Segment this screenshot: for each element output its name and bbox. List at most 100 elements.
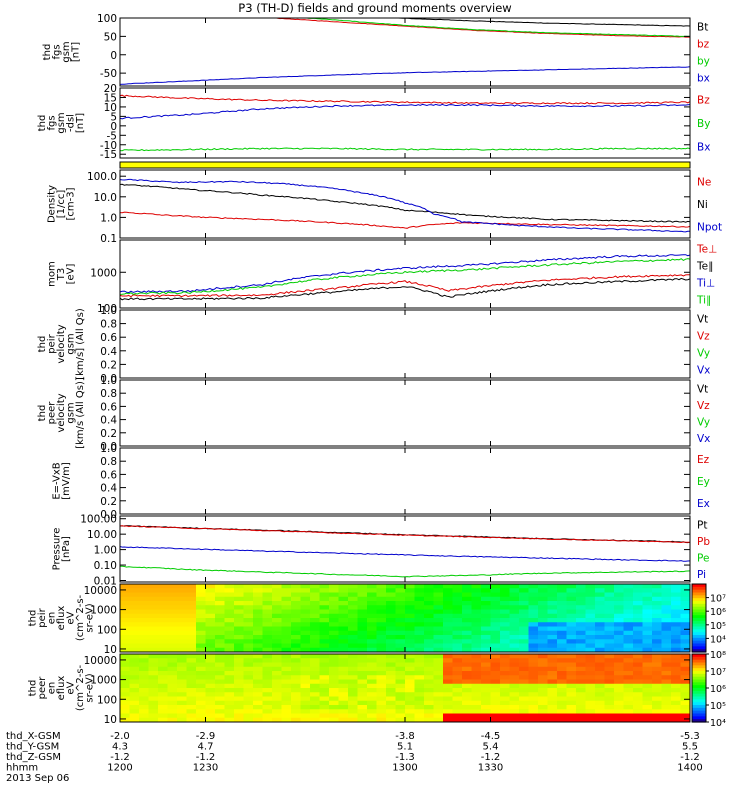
y-tick-label: 50 (104, 31, 117, 43)
spectrogram-cell (367, 717, 378, 722)
spectrogram-cell (680, 700, 690, 706)
spectrogram-cell (148, 601, 159, 606)
spectrogram-cell (281, 692, 292, 698)
spectrogram-cell (576, 596, 587, 602)
colorbar-cell (692, 702, 706, 706)
spectrogram-cell (376, 618, 387, 623)
spectrogram-cell (281, 717, 292, 722)
spectrogram-cell (186, 643, 197, 649)
spectrogram-cell (395, 613, 406, 619)
spectrogram-cell (395, 696, 406, 702)
spectrogram-cell (395, 688, 406, 693)
spectrogram-cell (680, 622, 690, 628)
x-axis-row-value: 1330 (478, 763, 503, 774)
spectrogram-cell (348, 605, 359, 611)
spectrogram-cell (253, 688, 264, 693)
spectrogram-cell (652, 717, 663, 722)
legend-entry: Bx (697, 141, 710, 153)
spectrogram-cell (129, 643, 140, 649)
y-axis-label: [1/cc] (56, 190, 67, 219)
spectrogram-cell (509, 601, 520, 606)
spectrogram-cell (633, 588, 644, 594)
spectrogram-cell (614, 692, 625, 698)
spectrogram-cell (405, 613, 416, 619)
spectrogram-cell (661, 679, 672, 685)
spectrogram-cell (481, 609, 492, 615)
spectrogram-cell (452, 688, 463, 693)
spectrogram-cell (652, 635, 663, 640)
spectrogram-cell (205, 601, 216, 606)
colorbar-tick-label: 10⁸ (710, 650, 726, 661)
spectrogram-cell (367, 658, 378, 664)
spectrogram-cell (566, 639, 577, 645)
spectrogram-cell (595, 618, 606, 623)
spectrogram-cell (566, 662, 577, 668)
spectrogram-cell (376, 635, 387, 640)
spectrogram-cell (652, 618, 663, 623)
spectrogram-cell (566, 658, 577, 664)
spectrogram-cell (671, 643, 682, 649)
spectrogram-cell (186, 662, 197, 668)
spectrogram-cell (500, 626, 511, 632)
spectrogram-cell (120, 639, 131, 645)
spectrogram-cell (120, 654, 131, 659)
spectrogram-cell (528, 639, 539, 645)
spectrogram-cell (310, 713, 321, 719)
spectrogram-cell (481, 601, 492, 606)
spectrogram-cell (177, 658, 188, 664)
spectrogram-cell (338, 613, 349, 619)
spectrogram-cell (424, 635, 435, 640)
y-axis-label: eV (66, 611, 77, 624)
spectrogram-cell (471, 654, 482, 659)
spectrogram-cell (538, 662, 549, 668)
spectrogram-cell (386, 596, 397, 602)
spectrogram-cell (158, 705, 169, 710)
spectrogram-cell (386, 647, 397, 652)
spectrogram-cell (500, 666, 511, 672)
spectrogram-cell (557, 605, 568, 611)
series-line-Ni (120, 183, 690, 223)
spectrogram-cell (623, 592, 634, 598)
spectrogram-cell (538, 679, 549, 685)
spectrogram-cell (120, 618, 131, 623)
spectrogram-cell (528, 618, 539, 623)
series-line-bz (264, 18, 690, 38)
spectrogram-cell (452, 713, 463, 719)
spectrogram-cell (443, 613, 454, 619)
spectrogram-cell (338, 666, 349, 672)
spectrogram-cell (424, 692, 435, 698)
spectrogram-cell (281, 696, 292, 702)
spectrogram-cell (243, 584, 254, 589)
spectrogram-cell (595, 713, 606, 719)
spectrogram-cell (338, 688, 349, 693)
spectrogram-cell (167, 643, 178, 649)
spectrogram-cell (509, 584, 520, 589)
spectrogram-cell (642, 683, 653, 689)
spectrogram-cell (253, 671, 264, 676)
spectrogram-cell (300, 696, 311, 702)
spectrogram-cell (357, 609, 368, 615)
spectrogram-cell (585, 688, 596, 693)
spectrogram-cell (433, 618, 444, 623)
spectrogram-cell (424, 705, 435, 710)
spectrogram-cell (528, 622, 539, 628)
spectrogram-cell (547, 709, 558, 715)
spectrogram-cell (329, 596, 340, 602)
legend-entry: Vz (697, 331, 710, 343)
spectrogram-cell (148, 654, 159, 659)
spectrogram-cell (433, 643, 444, 649)
spectrogram-cell (604, 592, 615, 598)
spectrogram-cell (120, 609, 131, 615)
spectrogram-cell (367, 596, 378, 602)
spectrogram-cell (357, 601, 368, 606)
spectrogram-cell (585, 654, 596, 659)
spectrogram-cell (129, 635, 140, 640)
spectrogram-cell (557, 709, 568, 715)
spectrogram-cell (205, 605, 216, 611)
spectrogram-cell (585, 683, 596, 689)
spectrogram-cell (642, 692, 653, 698)
spectrogram-cell (177, 626, 188, 632)
spectrogram-cell (376, 626, 387, 632)
legend-entry: Vt (697, 314, 708, 326)
spectrogram-cell (538, 688, 549, 693)
